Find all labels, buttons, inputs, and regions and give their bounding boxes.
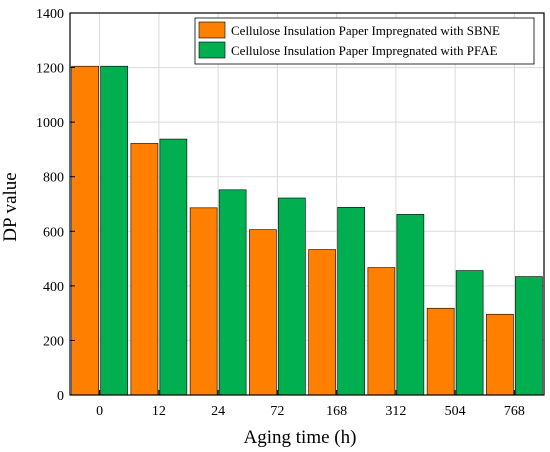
bar-sbne <box>130 143 159 396</box>
legend: Cellulose Insulation Paper Impregnated w… <box>194 17 535 65</box>
legend-box <box>194 17 535 65</box>
x-axis-title: Aging time (h) <box>244 427 357 448</box>
y-tick-label: 400 <box>43 280 64 295</box>
bar-sbne <box>367 267 396 396</box>
x-tick-label: 312 <box>385 404 406 419</box>
bar-sbne <box>71 65 99 396</box>
bar-sbne <box>426 307 455 396</box>
y-tick-label: 200 <box>43 334 64 349</box>
bar-pfae <box>396 214 425 396</box>
y-axis-title: DP value <box>0 172 21 241</box>
bar-pfae <box>515 276 543 396</box>
x-tick-label: 24 <box>211 404 225 419</box>
bar-sbne <box>249 229 277 396</box>
y-tick-label: 1400 <box>36 7 64 22</box>
bar-pfae <box>159 138 188 396</box>
bar-pfae <box>218 189 247 396</box>
bar-pfae <box>337 206 365 396</box>
legend-swatch-pfae <box>198 41 226 59</box>
y-tick-labels: 0 200 400 600 800 1000 1200 1400 <box>36 7 64 404</box>
bar-pfae <box>100 65 128 396</box>
y-tick-label: 600 <box>43 225 64 240</box>
x-tick-labels: 0 12 24 72 168 312 504 768 <box>96 404 525 419</box>
y-tick-label: 1200 <box>36 62 64 77</box>
bar-pfae <box>455 270 484 396</box>
legend-label-sbne: Cellulose Insulation Paper Impregnated w… <box>231 23 500 38</box>
x-tick-label: 12 <box>152 404 166 419</box>
bars <box>71 65 543 396</box>
y-tick-label: 800 <box>43 171 64 186</box>
bar-pfae <box>278 197 306 396</box>
y-tick-label: 0 <box>57 389 64 404</box>
x-tick-label: 768 <box>504 404 525 419</box>
bar-sbne <box>189 207 218 396</box>
x-tick-label: 168 <box>326 404 347 419</box>
x-tick-label: 72 <box>270 404 284 419</box>
bar-sbne <box>308 249 336 396</box>
y-tick-label: 1000 <box>36 116 64 131</box>
x-tick-label: 504 <box>445 404 466 419</box>
axis-ticks <box>70 12 515 396</box>
legend-label-pfae: Cellulose Insulation Paper Impregnated w… <box>231 43 498 58</box>
legend-swatch-sbne <box>198 21 226 39</box>
x-tick-label: 0 <box>96 404 103 419</box>
bar-sbne <box>486 313 514 396</box>
plot-frame <box>69 12 545 396</box>
